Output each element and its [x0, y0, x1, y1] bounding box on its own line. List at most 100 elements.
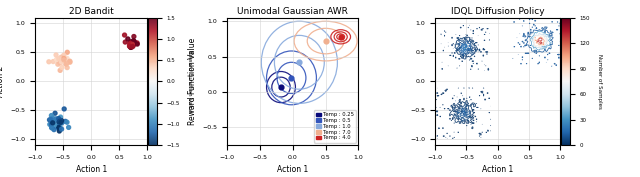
Point [49, 124, 60, 127]
Point [132, 41, 142, 44]
X-axis label: Action 1: Action 1 [76, 165, 107, 174]
Point [56, 61, 67, 63]
Point [54, 126, 64, 129]
Point [125, 43, 135, 46]
Point [54, 122, 64, 125]
Point [54, 61, 65, 64]
Point [59, 108, 69, 110]
Point [54, 130, 65, 132]
Point [63, 126, 74, 129]
Point [54, 127, 64, 130]
Point [64, 60, 74, 63]
Point [60, 120, 70, 123]
Point [57, 66, 67, 69]
Point [125, 45, 135, 48]
Point [286, 76, 296, 79]
Point [62, 51, 72, 54]
Point [56, 128, 67, 130]
Point [48, 122, 58, 125]
Point [55, 126, 65, 129]
Point [129, 40, 140, 43]
Y-axis label: Reward Function Value: Reward Function Value [188, 50, 193, 113]
Point [56, 122, 67, 124]
Point [47, 121, 58, 124]
Point [56, 116, 66, 119]
Point [127, 43, 138, 46]
Point [56, 56, 67, 59]
Point [123, 38, 133, 40]
Point [65, 60, 75, 63]
Point [54, 60, 64, 62]
Point [45, 123, 55, 126]
Point [47, 126, 58, 129]
Point [60, 57, 70, 59]
Point [129, 35, 139, 38]
Point [65, 61, 75, 64]
Point [61, 62, 71, 65]
Point [51, 117, 61, 120]
Point [129, 39, 139, 42]
Point [120, 41, 131, 44]
Point [47, 117, 58, 119]
Title: IDQL Diffusion Policy: IDQL Diffusion Policy [451, 7, 545, 16]
Point [125, 46, 136, 49]
Point [125, 40, 136, 43]
Point [55, 120, 65, 122]
Point [53, 126, 63, 129]
Point [53, 117, 63, 120]
Point [276, 86, 286, 88]
Point [127, 45, 138, 48]
X-axis label: Action 1: Action 1 [277, 165, 308, 174]
Point [55, 119, 65, 122]
Point [54, 121, 64, 123]
X-axis label: Action 1: Action 1 [482, 165, 513, 174]
Point [47, 126, 57, 129]
Y-axis label: Action 2: Action 2 [0, 66, 5, 97]
Point [124, 45, 134, 47]
Point [50, 112, 60, 115]
Y-axis label: Number of Samples: Number of Samples [597, 54, 602, 109]
Point [321, 40, 331, 42]
Point [56, 119, 67, 122]
Point [56, 121, 66, 124]
Point [51, 53, 61, 56]
Y-axis label: Reward Function Value: Reward Function Value [188, 38, 197, 125]
Point [128, 44, 138, 47]
Title: 2D Bandit: 2D Bandit [69, 7, 113, 16]
Point [48, 60, 58, 63]
Point [46, 118, 56, 121]
Legend: Temp : 0.25, Temp : 0.5, Temp : 1.0, Temp : 7.0, Temp : 4.0: Temp : 0.25, Temp : 0.5, Temp : 1.0, Tem… [314, 110, 356, 142]
Point [51, 58, 61, 61]
Point [50, 119, 60, 122]
Point [55, 69, 65, 72]
Point [125, 42, 135, 45]
Point [62, 121, 72, 124]
Point [335, 35, 346, 38]
Point [44, 60, 54, 63]
Point [59, 57, 69, 60]
Point [53, 126, 63, 129]
Point [49, 128, 59, 131]
Point [59, 58, 69, 61]
Title: Unimodal Gaussian AWR: Unimodal Gaussian AWR [237, 7, 348, 16]
Point [46, 114, 56, 117]
Point [54, 117, 64, 120]
Point [294, 61, 305, 64]
Point [44, 118, 54, 121]
Point [59, 54, 69, 57]
Point [61, 63, 71, 66]
Point [132, 43, 142, 45]
Point [120, 34, 130, 36]
Point [54, 57, 64, 60]
Point [59, 59, 69, 61]
Point [126, 46, 136, 49]
Point [54, 123, 64, 126]
Point [46, 123, 56, 126]
Point [61, 61, 72, 64]
Point [49, 120, 59, 123]
Point [62, 57, 72, 60]
Point [62, 66, 72, 69]
Point [52, 63, 63, 66]
Point [59, 58, 69, 61]
Point [56, 61, 66, 64]
